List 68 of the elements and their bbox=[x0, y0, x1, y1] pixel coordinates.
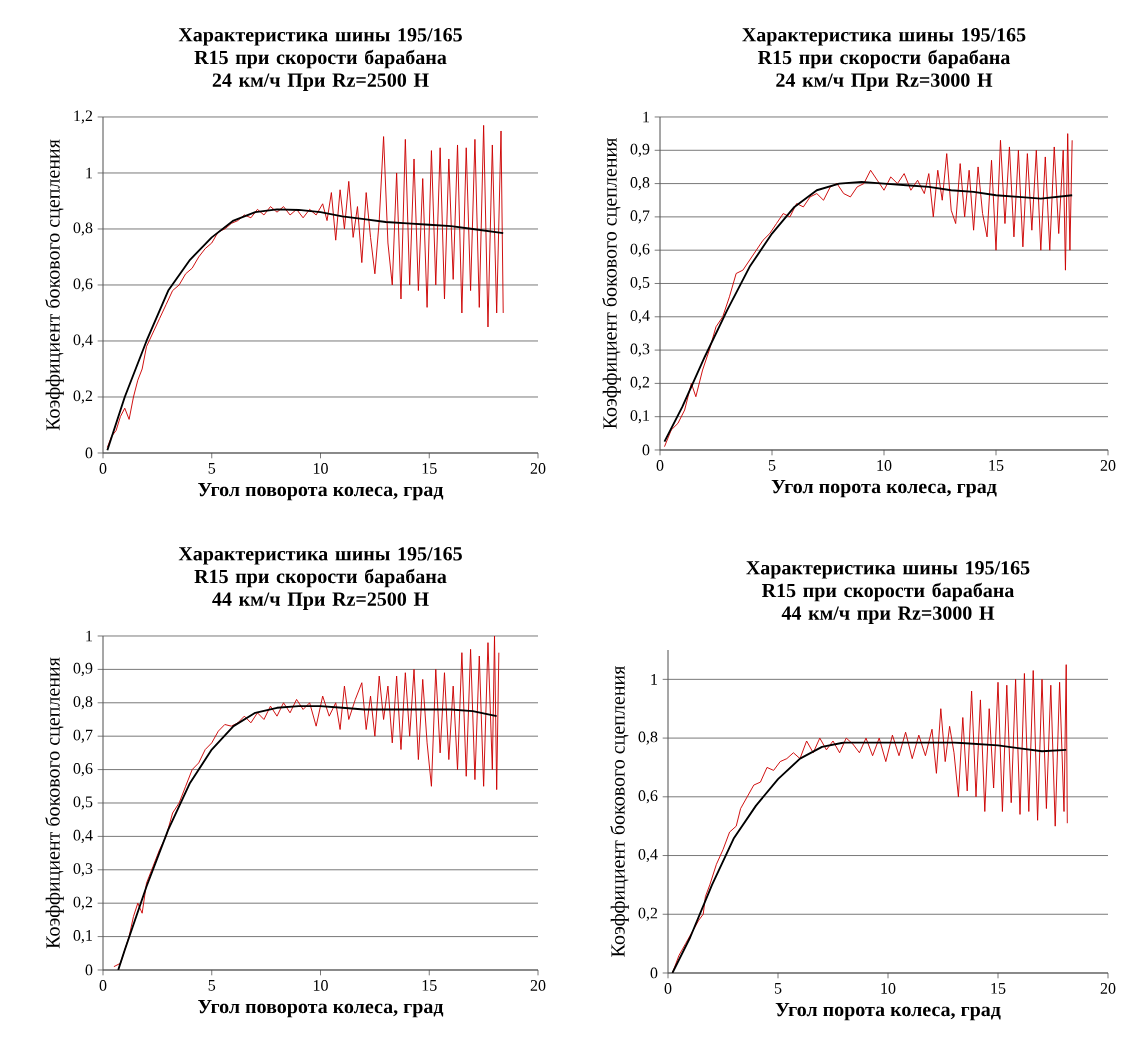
y-axis-title: Коэффициент бокового сцепления bbox=[602, 137, 621, 429]
x-axis-title: Угол поворота колеса, град bbox=[198, 482, 444, 501]
y-tick-label: 0 bbox=[85, 964, 93, 976]
y-tick-label: 0,8 bbox=[630, 177, 650, 191]
y-tick-label: 1 bbox=[86, 630, 93, 642]
y-tick-label: 0,8 bbox=[73, 696, 93, 710]
x-tick-label: 15 bbox=[989, 460, 1004, 471]
y-tick-label: 1 bbox=[643, 111, 650, 123]
line-series bbox=[663, 180, 1074, 443]
x-tick-label: 20 bbox=[1100, 460, 1116, 471]
y-tick-label: 0,6 bbox=[638, 790, 658, 804]
x-tick-label: 15 bbox=[422, 463, 437, 474]
y-tick-label: 0,8 bbox=[638, 731, 658, 745]
y-tick-label: 0,1 bbox=[73, 930, 93, 944]
y-tick-label: 0,5 bbox=[73, 796, 93, 810]
y-tick-label: 0,4 bbox=[638, 848, 658, 863]
y-tick-label: 0,9 bbox=[73, 662, 93, 676]
x-axis-title: Угол порота колеса, град bbox=[771, 479, 997, 498]
x-tick-label: 10 bbox=[313, 463, 328, 474]
y-tick-label: 0,8 bbox=[73, 222, 93, 236]
y-tick-label: 0,6 bbox=[630, 243, 650, 257]
chart-title: Характеристика шины 195/165 R15 при скорости барабана 44 км/ч При Rz=2500 Н bbox=[178, 547, 462, 610]
x-tick-label: 5 bbox=[768, 460, 776, 471]
x-tick-label: 20 bbox=[530, 980, 546, 991]
y-tick-label: 1 bbox=[651, 674, 658, 685]
y-tick-label: 0,3 bbox=[73, 863, 93, 877]
x-tick-label: 5 bbox=[774, 983, 782, 994]
y-axis-title: Коэффициент бокового сцепления bbox=[45, 657, 64, 949]
x-tick-label: 0 bbox=[99, 463, 107, 474]
chart-title: Характеристика шины 195/165 R15 при скорости барабана 24 км/ч При Rz=3000 Н bbox=[742, 28, 1026, 91]
y-axis-title: Коэффициент бокового сцепления bbox=[610, 665, 629, 957]
y-tick-label: 0,4 bbox=[630, 310, 650, 324]
y-tick-label: 0,5 bbox=[630, 276, 650, 291]
y-tick-label: 0,7 bbox=[630, 210, 650, 224]
x-tick-label: 20 bbox=[1100, 983, 1116, 994]
chart-title: Характеристика шины 195/165 R15 при скорости барабана 24 км/ч При Rz=2500 Н bbox=[178, 28, 462, 91]
y-tick-label: 0,2 bbox=[73, 896, 93, 910]
y-tick-label: 1,2 bbox=[74, 110, 93, 124]
y-tick-label: 0,2 bbox=[630, 376, 650, 390]
x-tick-label: 5 bbox=[208, 463, 216, 474]
y-tick-label: 0 bbox=[642, 444, 650, 456]
x-tick-label: 10 bbox=[877, 460, 892, 471]
y-tick-label: 0,2 bbox=[73, 390, 93, 404]
y-tick-label: 0,4 bbox=[73, 334, 93, 348]
y-tick-label: 0,6 bbox=[73, 278, 93, 292]
y-tick-label: 0,3 bbox=[630, 343, 650, 357]
x-tick-label: 20 bbox=[530, 463, 546, 474]
y-tick-label: 1 bbox=[86, 167, 93, 179]
y-tick-label: 0,4 bbox=[73, 829, 93, 843]
x-tick-label: 15 bbox=[991, 983, 1006, 994]
x-tick-label: 10 bbox=[313, 980, 328, 991]
y-tick-label: 0,6 bbox=[73, 763, 93, 777]
x-axis-title: Угол порота колеса, град bbox=[775, 1002, 1001, 1021]
x-tick-label: 15 bbox=[422, 980, 437, 991]
x-tick-label: 0 bbox=[99, 980, 107, 991]
x-tick-label: 0 bbox=[664, 983, 672, 994]
y-tick-label: 0 bbox=[650, 967, 658, 979]
line-series bbox=[113, 635, 500, 968]
x-tick-label: 5 bbox=[208, 980, 216, 991]
y-tick-label: 0,1 bbox=[630, 410, 650, 424]
x-tick-label: 10 bbox=[881, 983, 896, 994]
y-tick-label: 0,2 bbox=[638, 907, 658, 921]
y-tick-label: 0 bbox=[85, 447, 93, 459]
y-axis-title: Коэффициент бокового сцепления bbox=[45, 139, 64, 431]
x-axis-title: Угол поворота колеса, град bbox=[198, 999, 444, 1018]
y-tick-label: 0,7 bbox=[73, 729, 93, 743]
y-tick-label: 0,9 bbox=[630, 143, 650, 157]
chart-title: Характеристика шины 195/165 R15 при скорости барабана 44 км/ч при Rz=3000 Н bbox=[746, 561, 1030, 624]
